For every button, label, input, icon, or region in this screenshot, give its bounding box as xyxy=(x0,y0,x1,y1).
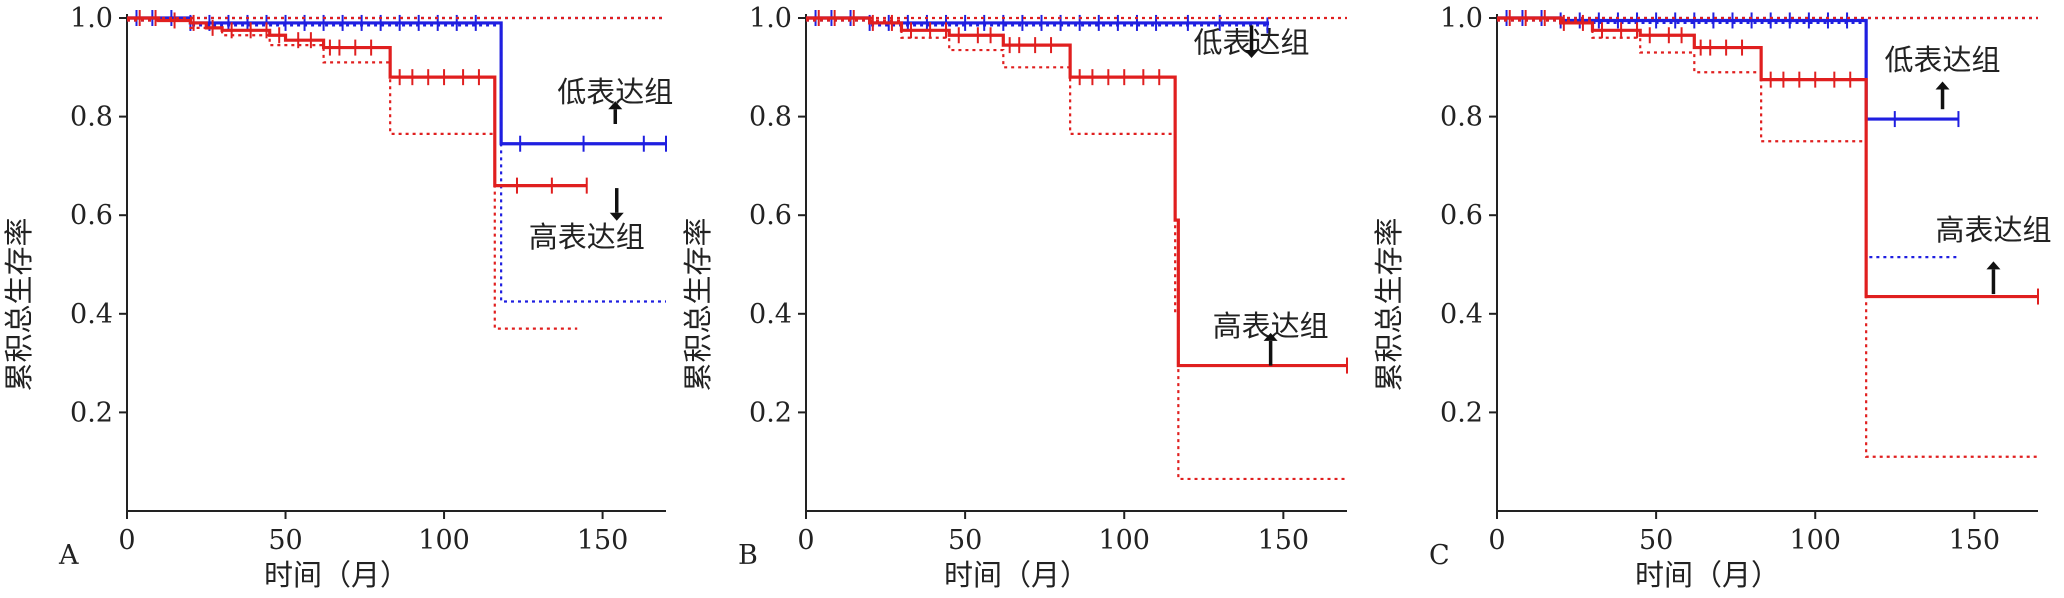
x-axis-title: 时间（月） xyxy=(1635,558,1780,592)
ci-curve xyxy=(1497,19,2038,458)
y-tick-label: 0.8 xyxy=(1440,102,1483,133)
x-tick-label: 150 xyxy=(577,525,629,556)
survival-curve xyxy=(127,16,587,188)
x-tick-label: 100 xyxy=(1098,525,1150,556)
y-axis-title: 累积总生存率 xyxy=(1372,217,1406,391)
annotation-arrow-head xyxy=(1935,81,1950,90)
annotation-arrow-head xyxy=(608,101,623,110)
annotation-arrow-head xyxy=(609,212,624,221)
survival-curve xyxy=(127,16,666,146)
y-tick-label: 0.4 xyxy=(70,299,113,330)
x-tick-label: 100 xyxy=(418,525,470,556)
y-tick-label: 0.8 xyxy=(70,102,113,133)
annotation-arrow-head xyxy=(1244,50,1259,59)
annotation-arrow-head xyxy=(1263,332,1278,341)
y-tick-label: 0.4 xyxy=(749,299,792,330)
x-tick-label: 100 xyxy=(1789,525,1841,556)
y-axis-title: 累积总生存率 xyxy=(681,217,715,391)
x-tick-label: 50 xyxy=(1639,525,1673,556)
survival-curve xyxy=(1497,16,2038,299)
x-axis-title: 时间（月） xyxy=(264,558,409,592)
x-tick-label: 0 xyxy=(1488,525,1505,556)
y-tick-label: 0.2 xyxy=(70,397,113,428)
y-tick-label: 1.0 xyxy=(70,3,113,34)
panel-letter: B xyxy=(738,540,758,571)
x-tick-label: 0 xyxy=(118,525,135,556)
x-tick-label: 150 xyxy=(1949,525,2001,556)
x-tick-label: 50 xyxy=(268,525,302,556)
group-annotation: 高表达组 xyxy=(1935,213,2051,247)
y-tick-label: 1.0 xyxy=(1440,3,1483,34)
x-tick-label: 0 xyxy=(797,525,814,556)
y-tick-label: 0.2 xyxy=(1440,397,1483,428)
x-axis-title: 时间（月） xyxy=(944,558,1089,592)
x-tick-label: 150 xyxy=(1258,525,1310,556)
panel-letter: A xyxy=(58,540,79,571)
group-annotation: 高表达组 xyxy=(529,220,645,254)
chart-panel-b: 0 50 100 1500.20.40.60.81.0B时间（月）累积总生存率低表达组… xyxy=(681,3,1348,592)
y-tick-label: 0.8 xyxy=(749,102,792,133)
panel-letter: C xyxy=(1429,540,1450,571)
chart-panel-a: 0 50 100 1500.20.40.60.81.0A时间（月）累积总生存率低表达组… xyxy=(2,3,673,592)
y-axis-title: 累积总生存率 xyxy=(2,217,36,391)
y-tick-label: 0.4 xyxy=(1440,299,1483,330)
annotation-arrow-head xyxy=(1986,261,2001,270)
ci-curve xyxy=(1497,19,1959,259)
y-tick-label: 0.6 xyxy=(749,200,792,231)
ci-curve xyxy=(806,19,1347,481)
y-tick-label: 0.6 xyxy=(70,200,113,231)
ci-curve xyxy=(127,19,578,330)
chart-panel-c: 0 50 100 150 0.2 0.4 0.6 0.8 1.0 C 时间（月） 累积总生存率 低表达组… xyxy=(1372,3,2051,592)
y-tick-label: 1.0 xyxy=(749,3,792,34)
ci-curve xyxy=(127,19,666,303)
survival-curve xyxy=(806,16,1347,368)
x-tick-label: 50 xyxy=(948,525,982,556)
y-tick-label: 0.2 xyxy=(749,397,792,428)
group-annotation: 低表达组 xyxy=(1885,43,2001,77)
y-tick-label: 0.6 xyxy=(1440,200,1483,231)
